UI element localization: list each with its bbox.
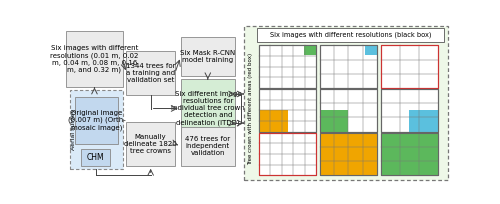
Bar — [258, 45, 316, 88]
Bar — [258, 89, 316, 132]
Bar — [244, 26, 448, 180]
Bar — [320, 133, 378, 175]
Text: CHM: CHM — [87, 153, 104, 162]
Bar — [180, 79, 235, 137]
Bar — [76, 97, 118, 144]
Text: Tree crown with different areas (red box): Tree crown with different areas (red box… — [248, 53, 254, 165]
Text: Six different image
resolutions for
Individual tree crown
detection and
delineat: Six different image resolutions for Indi… — [171, 91, 244, 126]
Bar — [380, 133, 438, 175]
Text: Six images with different resolutions (black box): Six images with different resolutions (b… — [270, 32, 432, 38]
Bar — [304, 45, 316, 55]
Text: 476 trees for
independent
validation: 476 trees for independent validation — [185, 136, 230, 156]
Bar — [180, 37, 235, 76]
Bar — [126, 122, 175, 166]
Bar — [258, 133, 316, 175]
Text: Aerial survey: Aerial survey — [71, 109, 76, 150]
Bar — [320, 133, 378, 175]
Text: Manually
delineate 1820
tree crowns: Manually delineate 1820 tree crowns — [124, 134, 177, 154]
Bar — [180, 126, 235, 166]
Text: Six Mask R-CNN
model training: Six Mask R-CNN model training — [180, 50, 236, 63]
Bar — [364, 45, 378, 55]
Bar — [258, 133, 316, 175]
Bar — [320, 133, 378, 175]
Bar — [380, 133, 438, 175]
Bar — [410, 110, 438, 132]
Bar — [320, 89, 378, 132]
Bar — [320, 45, 378, 88]
Bar — [81, 149, 110, 166]
Bar — [320, 45, 378, 88]
Bar — [380, 89, 438, 132]
Bar — [258, 110, 288, 132]
Bar — [320, 89, 378, 132]
Bar — [380, 45, 438, 88]
Bar — [380, 45, 438, 88]
Text: Six images with different
resolutions (0.01 m, 0.02
m, 0.04 m, 0.08 m, 0.16
m, a: Six images with different resolutions (0… — [50, 45, 138, 73]
Text: 1344 trees for
a training and
validation set: 1344 trees for a training and validation… — [126, 63, 176, 83]
Bar — [258, 89, 316, 132]
Bar — [258, 28, 444, 42]
Bar — [380, 133, 438, 175]
Bar — [66, 31, 122, 87]
Bar — [258, 45, 316, 88]
Bar — [70, 90, 122, 169]
Bar — [126, 51, 175, 95]
Bar — [320, 110, 348, 132]
Bar — [380, 89, 438, 132]
Text: Original image
(0.007 m) (Orth-
mosaic image): Original image (0.007 m) (Orth- mosaic i… — [68, 110, 126, 131]
